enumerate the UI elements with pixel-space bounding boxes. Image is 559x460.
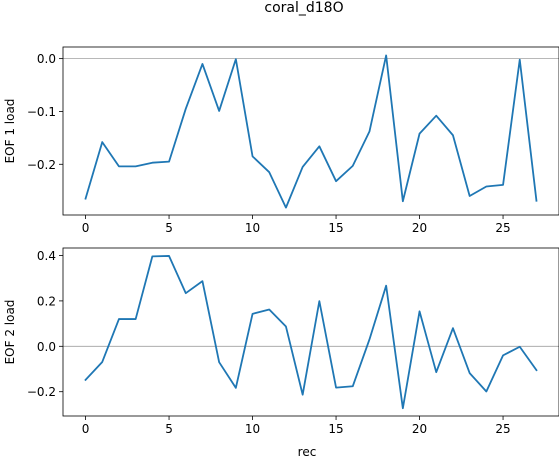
y-tick-label: −0.2 (27, 158, 56, 172)
y-axis-label: EOF 1 load (3, 99, 17, 164)
y-tick-label: −0.2 (27, 385, 56, 399)
x-tick-label: 15 (328, 221, 343, 235)
x-tick-label: 10 (245, 422, 260, 436)
y-tick-label: 0.4 (37, 249, 56, 263)
y-axis-label: EOF 2 load (3, 300, 17, 365)
x-tick-label: 10 (245, 221, 260, 235)
x-tick-label: 20 (412, 221, 427, 235)
x-axis-label: rec (298, 445, 317, 459)
y-tick-label: 0.0 (37, 340, 56, 354)
x-tick-label: 0 (82, 422, 90, 436)
y-tick-label: 0.0 (37, 52, 56, 66)
x-tick-label: 20 (412, 422, 427, 436)
x-tick-label: 25 (495, 422, 510, 436)
y-tick-label: 0.2 (37, 294, 56, 308)
x-tick-label: 0 (82, 221, 90, 235)
x-tick-label: 15 (328, 422, 343, 436)
figure-title: coral_d18O (264, 0, 343, 16)
y-tick-label: −0.1 (27, 105, 56, 119)
x-tick-label: 25 (495, 221, 510, 235)
x-tick-label: 5 (165, 422, 173, 436)
x-tick-label: 5 (165, 221, 173, 235)
